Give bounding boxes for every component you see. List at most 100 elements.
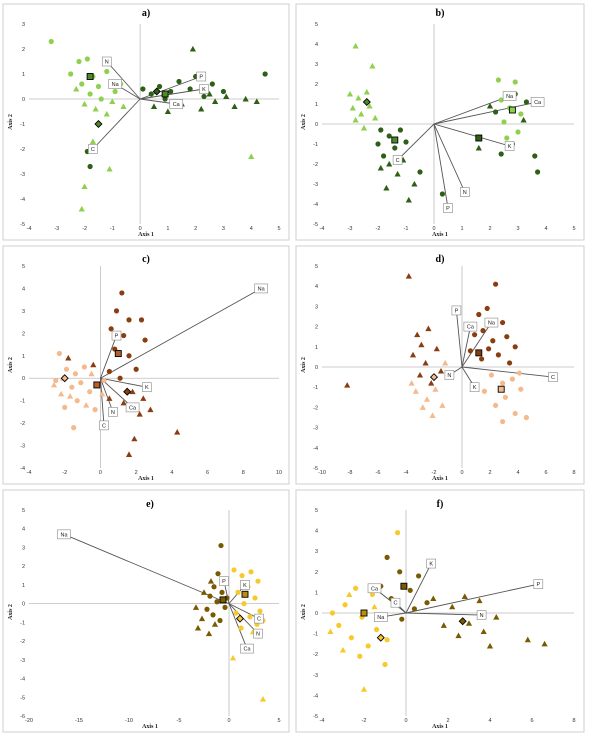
data-point — [348, 635, 354, 641]
data-point — [69, 384, 75, 390]
x-tick-label: 0 — [432, 226, 435, 232]
data-point — [486, 642, 494, 649]
loading-vector — [405, 563, 432, 614]
data-point — [355, 94, 362, 101]
y-tick-label: -3 — [20, 658, 25, 664]
data-point — [98, 96, 104, 102]
x-tick-label: 1 — [460, 226, 463, 232]
data-point — [518, 111, 524, 117]
x-tick-label: -8 — [348, 470, 353, 476]
data-point — [461, 593, 468, 599]
x-tick-label: 8 — [242, 470, 245, 476]
vector-label-box — [254, 283, 268, 294]
x-tick-label: -20 — [25, 718, 33, 724]
y-tick-label: 3 — [22, 545, 25, 551]
data-point — [121, 332, 127, 339]
vector-label: C — [102, 423, 106, 429]
x-tick-label: -2 — [376, 226, 381, 232]
data-point — [500, 319, 506, 326]
data-point — [233, 610, 239, 616]
loading-vector — [397, 123, 435, 161]
vector-label: C — [91, 147, 95, 153]
centroid-marker — [400, 582, 408, 590]
vector-label-box — [199, 84, 209, 94]
vector-label-box — [219, 576, 229, 586]
y-tick-label: 1 — [315, 102, 318, 108]
data-point — [189, 45, 196, 52]
vector-label-box — [108, 407, 118, 417]
data-point — [209, 81, 215, 87]
vector-label: Na — [258, 286, 266, 292]
data-point — [106, 368, 112, 375]
data-point — [369, 591, 375, 598]
y-tick-label: 5 — [22, 264, 25, 270]
data-point — [392, 145, 398, 151]
data-point — [63, 366, 70, 372]
centroid-marker — [123, 387, 132, 396]
data-point — [386, 133, 392, 139]
data-point — [520, 116, 527, 123]
data-point — [405, 273, 412, 279]
vector-label-box — [101, 56, 112, 67]
vector-label: Na — [506, 94, 514, 100]
y-tick-label: 0 — [315, 122, 318, 128]
vector-label: N — [463, 190, 467, 196]
y-tick-label: -5 — [20, 695, 25, 701]
data-point — [377, 164, 384, 171]
data-point — [423, 396, 431, 402]
x-tick-label: -2 — [62, 470, 67, 476]
data-point — [488, 372, 494, 378]
vector-label: P — [115, 334, 119, 340]
centroid-marker — [235, 614, 245, 623]
data-point — [493, 281, 499, 287]
vector-label-box — [533, 579, 544, 589]
panel-frame — [2, 3, 290, 241]
data-point — [74, 398, 80, 404]
data-point — [73, 85, 80, 92]
y-tick-label: 0 — [315, 365, 318, 371]
vector-label: P — [199, 75, 203, 81]
x-tick-label: -4 — [320, 718, 325, 724]
centroid-marker — [60, 374, 69, 383]
data-point — [502, 394, 508, 400]
data-point — [358, 110, 365, 117]
x-tick-label: -6 — [376, 470, 381, 476]
data-point — [50, 381, 58, 388]
data-point — [162, 96, 168, 102]
data-point — [425, 325, 432, 332]
data-point — [394, 170, 401, 177]
data-point — [257, 608, 263, 614]
data-point — [207, 593, 213, 599]
y-tick-label: 2 — [315, 570, 318, 576]
data-point — [490, 338, 496, 344]
y-tick-label: -1 — [313, 632, 318, 638]
data-point — [416, 371, 424, 378]
data-point — [117, 375, 123, 381]
data-point — [207, 578, 215, 584]
data-point — [372, 114, 379, 121]
data-point — [126, 353, 132, 359]
data-point — [215, 571, 221, 577]
vector-label-box — [484, 317, 499, 328]
x-tick-label: 4 — [250, 226, 253, 232]
vector-label: N — [256, 632, 260, 638]
data-point — [187, 86, 193, 92]
vector-label: Na — [488, 321, 496, 327]
y-tick-label: -4 — [20, 197, 25, 203]
panel-frame — [2, 245, 290, 485]
data-point — [412, 388, 419, 394]
centroid-marker — [219, 596, 227, 604]
vector-label-box — [463, 321, 478, 332]
data-point — [418, 341, 425, 348]
x-tick-label: 0 — [227, 718, 230, 724]
data-point — [138, 317, 145, 323]
centroid-marker — [376, 633, 385, 642]
panel-letter: e) — [146, 499, 154, 510]
vector-label: Ca — [467, 325, 475, 331]
centroid-marker — [508, 106, 516, 114]
data-point — [430, 595, 437, 602]
data-point — [523, 99, 530, 105]
data-point — [131, 435, 138, 442]
data-point — [104, 68, 110, 75]
vector-label: C — [396, 158, 400, 164]
